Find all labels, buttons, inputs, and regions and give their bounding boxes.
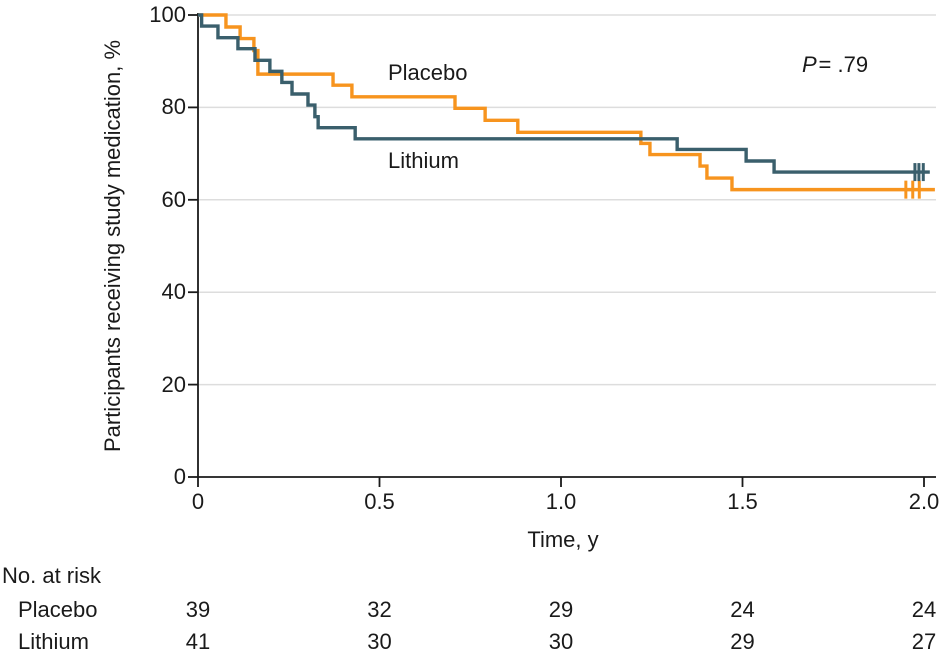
placebo-survival-curve <box>198 13 935 192</box>
risk-table-title: No. at risk <box>2 563 102 588</box>
risk-count-placebo-2.0: 24 <box>911 597 937 622</box>
p-value-text: = .79 <box>818 52 869 77</box>
risk-count-lithium-1.5: 29 <box>730 629 755 654</box>
x-tick-label-0.5: 0.5 <box>364 489 395 514</box>
risk-row-label-placebo: Placebo <box>18 597 98 622</box>
p-symbol: P <box>802 52 817 77</box>
y-axis-title: Participants receiving study medication,… <box>100 39 125 453</box>
risk-count-lithium-0: 41 <box>185 629 211 654</box>
x-axis-title: Time, y <box>527 527 599 552</box>
risk-count-placebo-0: 39 <box>185 597 211 622</box>
y-tick-marks <box>188 14 198 478</box>
placebo-curve-label: Placebo <box>388 60 468 85</box>
y-tick-label-60: 60 <box>161 187 186 212</box>
y-tick-label-40: 40 <box>161 279 186 304</box>
risk-count-lithium-2.0: 27 <box>911 629 937 654</box>
gridlines <box>198 14 936 386</box>
lithium-curve-label: Lithium <box>388 148 459 173</box>
x-tick-label-1.0: 1.0 <box>545 489 577 514</box>
risk-count-placebo-1.5: 24 <box>730 597 755 622</box>
risk-count-placebo-0.5: 32 <box>367 597 392 622</box>
p-value-annotation: P = .79 <box>802 52 868 78</box>
y-tick-label-0: 0 <box>173 464 186 489</box>
km-curves <box>198 13 935 199</box>
risk-count-lithium-1.0: 30 <box>548 629 574 654</box>
axes <box>197 13 936 478</box>
y-tick-label-100: 100 <box>149 2 186 27</box>
y-tick-label-80: 80 <box>161 94 186 119</box>
risk-count-lithium-0.5: 30 <box>367 629 392 654</box>
risk-row-label-lithium: Lithium <box>18 629 89 654</box>
x-tick-label-2.0: 2.0 <box>908 489 940 514</box>
x-tick-label-0: 0 <box>191 489 205 514</box>
risk-count-placebo-1.0: 29 <box>548 597 574 622</box>
x-tick-label-1.5: 1.5 <box>727 489 758 514</box>
y-tick-label-20: 20 <box>161 372 186 397</box>
lithium-survival-curve <box>198 13 930 174</box>
x-tick-marks <box>197 477 925 487</box>
